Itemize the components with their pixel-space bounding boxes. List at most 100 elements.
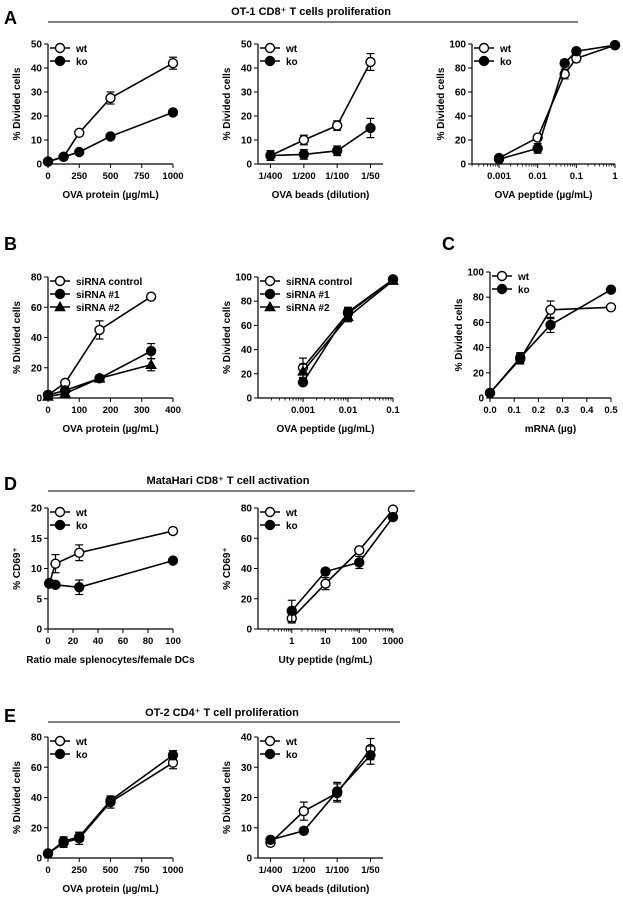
x-tick-label: 250 [71,171,87,182]
y-tick-label: 50 [241,40,253,51]
chart-B2: 0 20 40 60 80 100 0.001 0.01 0.1 OVA peptide (µg/… [222,273,400,436]
y-tick-label: 5 [36,594,42,605]
data-point [331,786,343,797]
data-point [387,274,399,285]
y-tick-label: 80 [241,297,253,308]
x-tick-label: 0 [45,405,50,416]
legend-label: wt [517,272,530,283]
section-title: OT-2 CD4⁺ T cell proliferation [145,707,299,719]
legend-marker [54,275,66,287]
series-line [291,509,394,619]
x-tick-label: 300 [134,405,150,416]
y-tick-label: 100 [467,268,484,279]
y-tick-label: 40 [31,64,43,75]
legend-marker [54,519,66,531]
legend-marker [54,300,66,312]
legend-label: ko [286,57,298,68]
x-tick-label: 10 [320,636,331,647]
y-tick-label: 80 [473,293,485,304]
legend-label: siRNA control [76,277,143,288]
legend-marker [54,748,66,760]
x-tick-label: 0.1 [570,171,584,182]
legend-marker [478,42,490,54]
legend-entry: ko [50,519,88,532]
y-tick-label: 10 [31,136,43,147]
legend-marker [264,735,276,747]
legend-marker [264,748,276,760]
legend-marker [54,288,66,300]
legend-entry: ko [260,519,298,532]
legend-marker [496,283,508,295]
panel-letter: B [4,234,17,254]
data-point [58,151,69,163]
y-tick-label: 80 [31,733,43,744]
x-tick-label: 1 [289,636,295,647]
x-tick-label: 1000 [162,171,183,182]
legend-label: wt [285,44,298,55]
data-point [50,579,61,591]
series-wt [265,52,376,161]
data-point [297,365,309,376]
data-point [145,291,157,302]
data-point [286,605,297,617]
legend-entry: wt [50,506,88,519]
y-tick-label: 0 [36,160,42,171]
legend-label: ko [76,750,88,761]
x-axis-label: OVA protein (µg/mL) [62,884,158,895]
x-tick-label: 1/50 [361,865,380,876]
panel-letter: A [4,8,17,28]
y-axis-label: % CD69⁺ [12,547,23,590]
y-tick-label: 0 [478,394,484,405]
series-ko [44,555,179,596]
y-tick-label: 40 [31,793,43,804]
series-ko [484,284,617,399]
x-tick-label: 0 [45,865,50,876]
y-tick-label: 0 [246,160,252,171]
legend-marker [54,735,66,747]
legend-label: wt [499,44,512,55]
legend-label: siRNA #2 [286,303,330,314]
legend-marker [264,42,276,54]
data-point [331,120,343,131]
data-point [387,511,399,523]
x-tick-label: 250 [71,865,87,876]
data-point [145,345,157,357]
y-tick-label: 30 [31,88,43,99]
legend-entry: wt [50,42,88,55]
legend-entry: siRNA #1 [50,288,120,301]
x-tick-label: 0.5 [604,405,618,416]
y-axis-label: % Divided cells [222,301,233,374]
data-point [167,555,179,566]
legend-label: ko [500,57,512,68]
y-tick-label: 0 [36,625,42,636]
panel-letter: C [442,234,455,254]
x-tick-label: 1/50 [361,171,380,182]
data-point [320,578,331,589]
legend-entry: siRNA #2 [50,300,120,314]
y-tick-label: 80 [455,64,467,75]
x-tick-label: 500 [103,171,119,182]
series-line [270,754,372,841]
x-axis-label: OVA beads (dilution) [272,884,370,895]
legend-entry: wt [260,506,298,519]
x-tick-label: 0.1 [508,405,522,416]
series-wt [265,737,376,849]
y-tick-label: 60 [31,763,43,774]
data-point [298,134,310,146]
y-tick-label: 20 [31,363,43,374]
legend-label: ko [286,750,298,761]
data-point [298,805,310,817]
legend-marker [54,55,66,67]
legend-entry: wt [492,270,530,283]
series-line [49,559,174,589]
x-tick-label: 1/200 [292,171,316,182]
legend-label: ko [76,521,88,532]
x-tick-label: 0.4 [580,405,594,416]
data-point [50,558,61,569]
y-tick-label: 0 [246,625,252,636]
data-point [93,372,106,383]
series-wt [493,40,621,164]
x-tick-label: 1 [612,171,618,182]
x-tick-label: 200 [103,405,119,416]
